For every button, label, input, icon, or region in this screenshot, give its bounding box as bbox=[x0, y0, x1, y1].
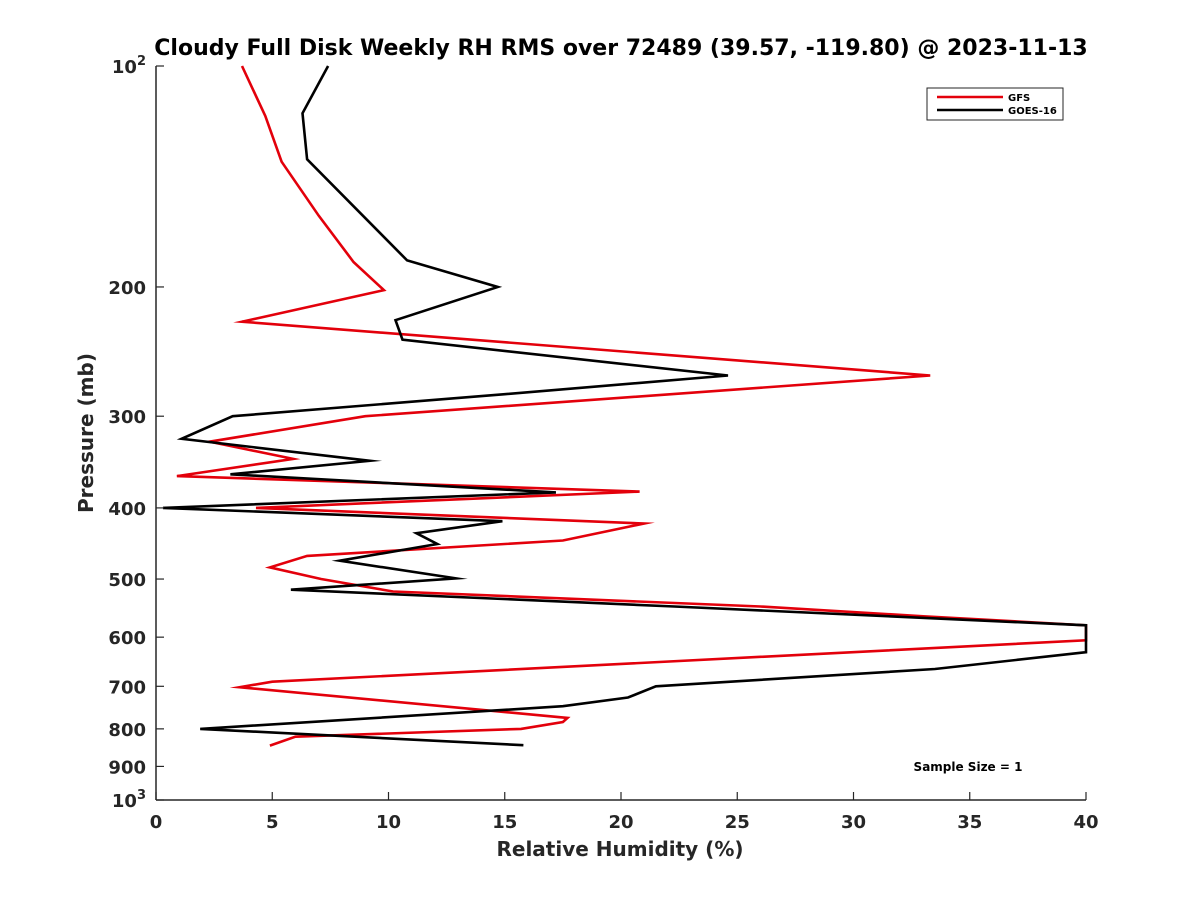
legend-label: GOES-16 bbox=[1008, 106, 1057, 117]
x-tick-label: 30 bbox=[841, 812, 866, 833]
series-line-gfs bbox=[176, 65, 1088, 747]
x-tick-label: 25 bbox=[725, 812, 750, 833]
y-tick-exponent: 3 bbox=[137, 788, 146, 803]
sample-size-annotation: Sample Size = 1 bbox=[914, 760, 1023, 774]
y-tick-base: 10 bbox=[112, 791, 137, 812]
series-layer bbox=[162, 65, 1088, 747]
legend: GFS GOES-16 bbox=[926, 87, 1064, 121]
y-tick-label: 200 bbox=[108, 278, 146, 299]
y-tick-exponent: 2 bbox=[137, 54, 146, 69]
x-tick-label: 10 bbox=[376, 812, 401, 833]
legend-label: GFS bbox=[1008, 93, 1030, 104]
x-tick-label: 20 bbox=[608, 812, 633, 833]
x-axis-title: Relative Humidity (%) bbox=[496, 837, 743, 861]
x-tick-label: 0 bbox=[150, 812, 163, 833]
y-axis-title: Pressure (mb) bbox=[74, 353, 98, 513]
x-tick-label: 5 bbox=[266, 812, 279, 833]
x-tick-label: 35 bbox=[957, 812, 982, 833]
y-tick-label: 500 bbox=[108, 570, 146, 591]
y-tick-label: 300 bbox=[108, 407, 146, 428]
chart-title: Cloudy Full Disk Weekly RH RMS over 7248… bbox=[154, 36, 1087, 61]
x-tick-label: 15 bbox=[492, 812, 517, 833]
legend-box bbox=[926, 87, 1064, 121]
y-tick-label: 700 bbox=[108, 677, 146, 698]
y-tick-label-power: 103 bbox=[112, 788, 146, 812]
y-tick-label: 400 bbox=[108, 499, 146, 520]
axes: 0 5 10 15 20 25 30 35 40 200 300 400 500 600 700 800 900… bbox=[108, 54, 1098, 833]
y-tick-label-power: 102 bbox=[112, 54, 146, 78]
y-tick-label: 900 bbox=[108, 757, 146, 778]
series-line-goes-16 bbox=[162, 65, 1088, 747]
x-tick-label: 40 bbox=[1073, 812, 1098, 833]
y-tick-base: 10 bbox=[112, 57, 137, 78]
y-tick-label: 600 bbox=[108, 628, 146, 649]
y-tick-label: 800 bbox=[108, 720, 146, 741]
